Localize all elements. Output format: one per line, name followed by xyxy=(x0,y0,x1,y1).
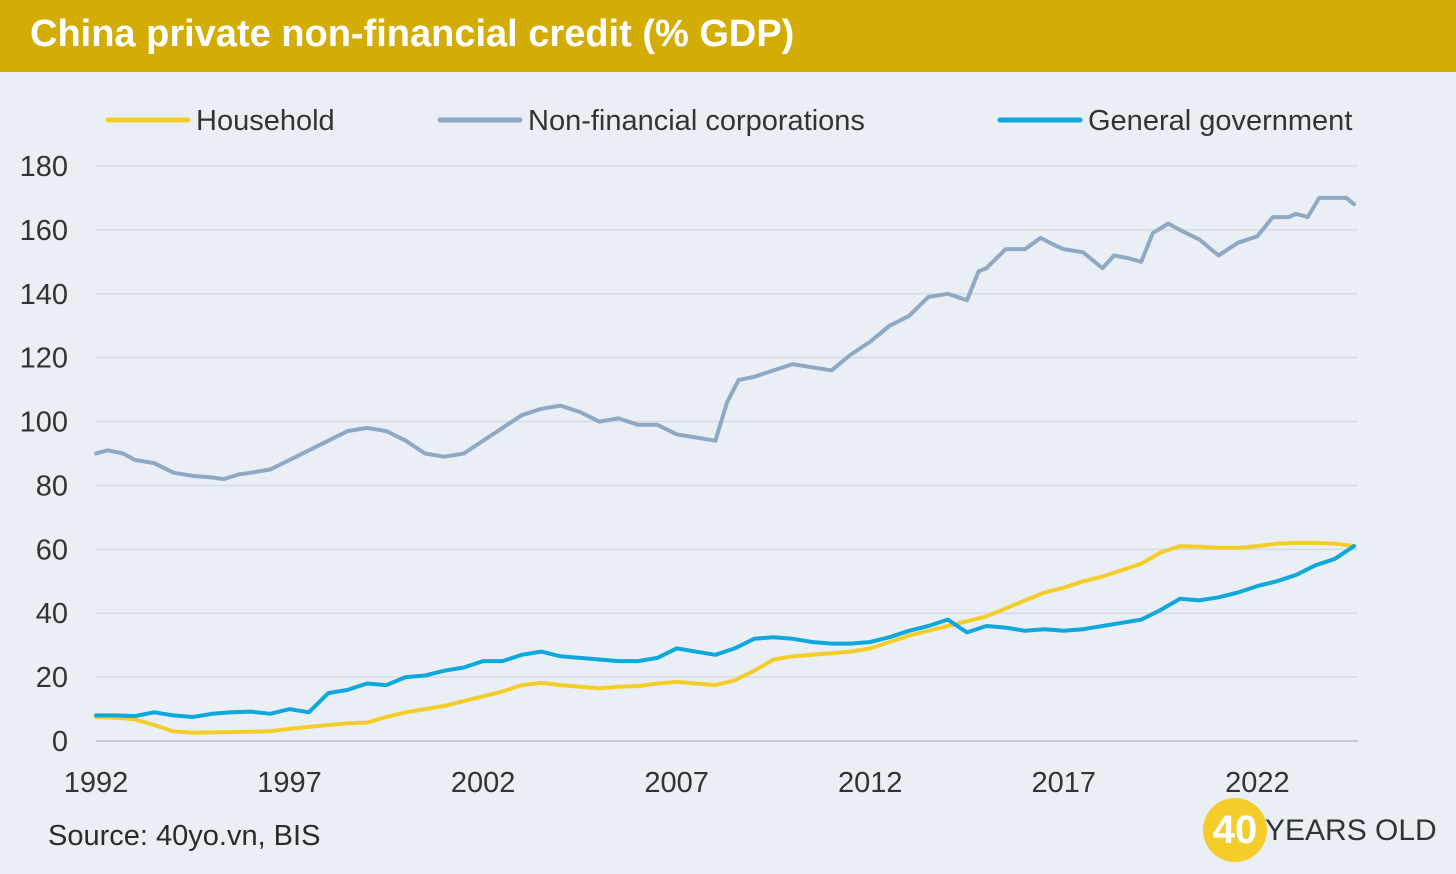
series-line-non-financial-corporations xyxy=(94,195,1357,482)
x-tick-label: 2007 xyxy=(644,767,709,799)
x-tick-label: 2017 xyxy=(1032,767,1097,799)
y-tick-label: 60 xyxy=(36,534,68,566)
y-tick-label: 140 xyxy=(20,279,68,311)
y-tick-label: 0 xyxy=(52,726,68,758)
series-line-general-government xyxy=(94,544,1357,719)
x-tick-label: 2002 xyxy=(451,767,516,799)
y-tick-label: 100 xyxy=(20,407,68,439)
y-tick-label: 20 xyxy=(36,662,68,694)
y-tick-label: 120 xyxy=(20,343,68,375)
y-tick-label: 180 xyxy=(20,151,68,183)
x-tick-label: 1992 xyxy=(64,767,129,799)
brand-logo: 40 YEARS OLD xyxy=(1203,798,1443,864)
legend-label: Household xyxy=(196,105,335,137)
legend-label: General government xyxy=(1088,105,1352,137)
x-tick-label: 1997 xyxy=(257,767,322,799)
source-note: Source: 40yo.vn, BIS xyxy=(48,820,321,852)
brand-text: YEARS OLD xyxy=(1265,814,1437,847)
y-tick-label: 160 xyxy=(20,215,68,247)
x-tick-label: 2012 xyxy=(838,767,903,799)
y-tick-label: 40 xyxy=(36,598,68,630)
title-bar: China private non-financial credit (% GD… xyxy=(0,0,1456,72)
legend-label: Non-financial corporations xyxy=(528,105,865,137)
brand-circle-icon xyxy=(1203,798,1267,862)
page-title: China private non-financial credit (% GD… xyxy=(30,13,795,55)
x-tick-label: 2022 xyxy=(1225,767,1290,799)
series-line-household xyxy=(94,540,1357,735)
brand-number: 40 xyxy=(1212,808,1258,852)
y-tick-label: 80 xyxy=(36,470,68,502)
